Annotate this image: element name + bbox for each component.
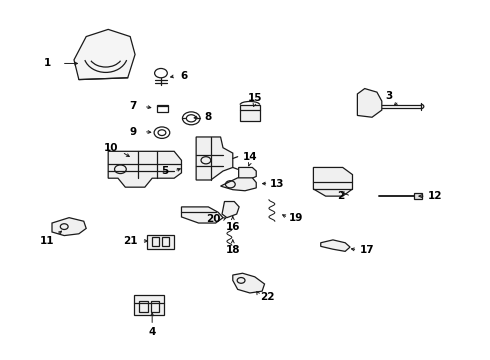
Bar [162,237,169,246]
Text: 18: 18 [225,245,240,255]
Text: 1: 1 [44,58,51,68]
Bar [134,296,164,315]
Polygon shape [74,30,135,80]
Text: 19: 19 [289,213,303,222]
Polygon shape [314,167,352,196]
Bar [152,237,159,246]
Bar [157,105,168,112]
Text: 7: 7 [129,102,136,112]
Text: 6: 6 [180,71,188,81]
Text: 3: 3 [386,91,393,101]
Text: 9: 9 [129,127,136,136]
Bar [139,301,148,312]
Text: 13: 13 [270,179,284,189]
Text: 16: 16 [225,222,240,231]
Text: 10: 10 [103,143,118,153]
Bar [147,234,174,249]
Bar [151,301,159,312]
Text: 12: 12 [428,191,443,201]
Polygon shape [108,151,181,187]
Text: 14: 14 [243,152,257,162]
Text: 15: 15 [247,93,262,103]
Polygon shape [220,178,256,191]
Polygon shape [233,273,265,293]
Bar [414,193,422,199]
Polygon shape [196,137,233,180]
Text: 22: 22 [260,292,274,302]
Text: 8: 8 [205,112,212,122]
Bar [240,105,260,121]
Text: 5: 5 [161,166,168,176]
Polygon shape [181,207,223,223]
Text: 11: 11 [40,236,54,246]
Polygon shape [357,89,382,117]
Text: 21: 21 [123,236,137,246]
Text: 17: 17 [360,245,374,255]
Text: 4: 4 [148,327,156,337]
Polygon shape [321,240,350,251]
Polygon shape [239,167,256,179]
Polygon shape [52,218,86,235]
Text: 2: 2 [337,191,344,201]
Text: 20: 20 [206,215,220,224]
Polygon shape [222,202,239,218]
